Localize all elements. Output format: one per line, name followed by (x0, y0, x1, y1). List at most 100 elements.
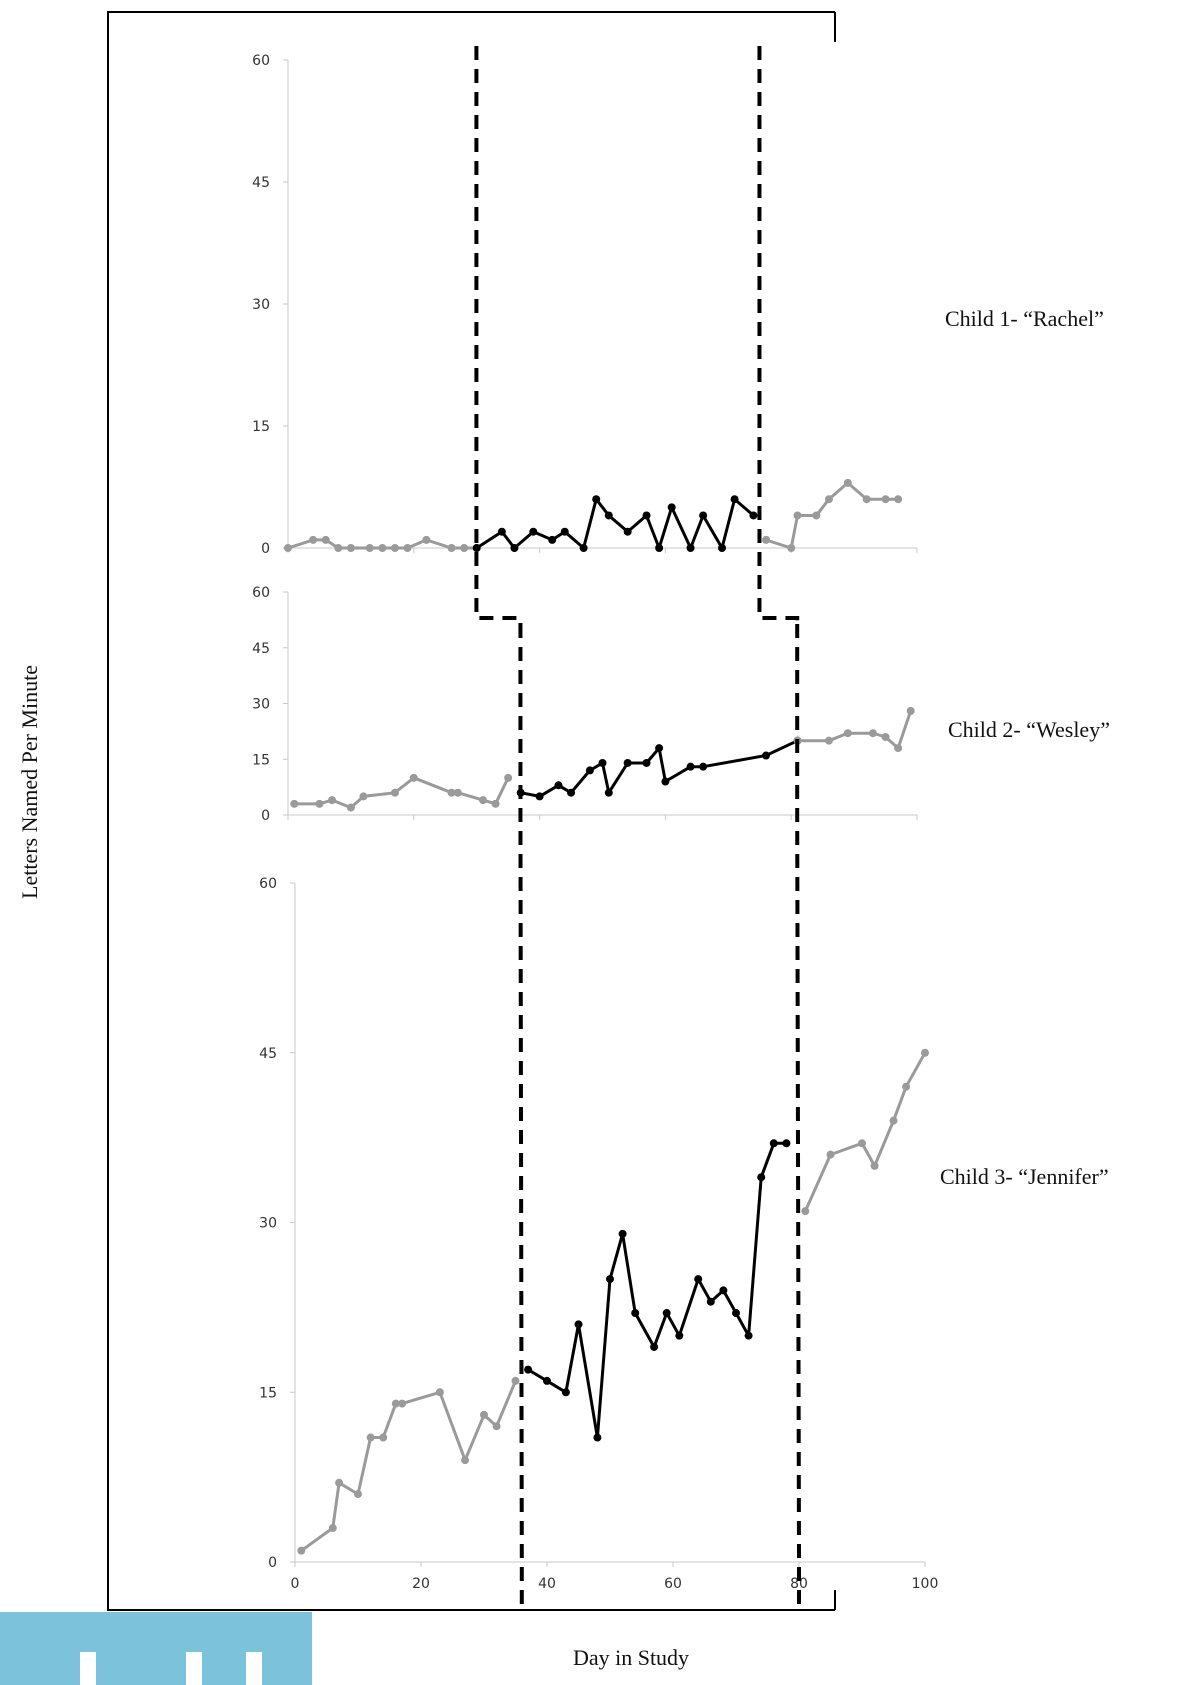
data-point (793, 511, 802, 520)
data-point (334, 544, 343, 552)
x-axis-label: Day in Study (573, 1645, 689, 1670)
data-point (461, 1456, 470, 1465)
data-point (769, 1139, 778, 1148)
data-point (744, 1331, 753, 1340)
y-tick-label: 30 (259, 1216, 277, 1232)
data-point (623, 758, 632, 767)
data-point (699, 762, 708, 771)
data-point (390, 788, 399, 797)
data-point (422, 535, 431, 544)
data-point (378, 544, 387, 552)
data-point (906, 706, 915, 715)
data-point (662, 1309, 671, 1318)
x-tick-label: 20 (412, 1576, 430, 1592)
panel-label-child-2: Child 2- “Wesley” (948, 717, 1110, 742)
data-point (661, 777, 670, 786)
panel-child-2: 0 15 30 45 60 (252, 585, 918, 824)
data-point (881, 732, 890, 741)
data-point (497, 527, 506, 536)
data-point (894, 495, 903, 504)
data-point (902, 1082, 911, 1091)
data-point (366, 1433, 375, 1442)
data-point (762, 751, 771, 760)
data-point (290, 799, 299, 808)
data-point (862, 495, 871, 504)
data-point (870, 1161, 879, 1170)
data-point (354, 1490, 362, 1499)
y-tick-label: 60 (259, 876, 277, 892)
data-point (881, 495, 890, 504)
series-intervention (516, 736, 802, 801)
series-line-return (765, 481, 899, 550)
series-intervention (524, 1139, 791, 1442)
decorative-logo-strip (0, 1612, 312, 1685)
panel-child-3: 0 15 30 45 60 0 20 40 60 80 100 (259, 876, 938, 1592)
series-return (793, 706, 915, 753)
data-point (309, 535, 318, 544)
series-baseline (284, 535, 481, 552)
y-tick-label: 60 (252, 585, 270, 601)
data-point (843, 478, 852, 487)
data-point (894, 744, 903, 753)
data-point (623, 527, 632, 536)
data-point (694, 1275, 703, 1284)
data-point (511, 1376, 520, 1385)
data-point (719, 1286, 728, 1295)
data-point (618, 1229, 627, 1238)
data-point (567, 788, 576, 797)
data-point (655, 544, 664, 552)
data-point (585, 766, 594, 775)
data-point (592, 495, 601, 504)
data-point (604, 511, 613, 520)
data-point (732, 1309, 740, 1318)
data-point (598, 758, 607, 767)
data-point (801, 1207, 810, 1216)
data-point (390, 544, 399, 552)
data-point (824, 736, 833, 745)
data-point (631, 1309, 640, 1318)
data-point (730, 495, 739, 504)
x-tick-label: 60 (664, 1576, 682, 1592)
data-point (447, 788, 456, 797)
series-line-baseline (294, 776, 510, 810)
data-point (826, 1150, 835, 1159)
phase-line-upper (474, 46, 523, 624)
panel-child-1: 0 15 30 45 60 (252, 53, 918, 557)
outer-frame (107, 11, 836, 1611)
data-point (560, 527, 569, 536)
logo-mark-left (80, 1652, 96, 1685)
series-intervention (472, 495, 758, 552)
data-point (655, 744, 664, 753)
data-point (328, 796, 337, 805)
data-point (335, 1478, 344, 1487)
data-point (642, 511, 651, 520)
data-point (749, 511, 758, 520)
data-point (757, 1173, 766, 1182)
data-point (787, 544, 796, 552)
data-point (843, 729, 852, 738)
x-tick-label: 40 (538, 1576, 556, 1592)
phase-change-lines (474, 46, 801, 1610)
x-tick-label: 100 (912, 1576, 939, 1592)
series-line-return (803, 1052, 927, 1212)
data-point (346, 803, 355, 812)
data-point (554, 781, 563, 790)
data-point (686, 762, 695, 771)
data-point (492, 1422, 501, 1431)
data-point (762, 535, 771, 544)
data-point (510, 544, 519, 552)
panel-label-child-3: Child 3- “Jennifer” (940, 1164, 1109, 1189)
data-point (686, 544, 695, 552)
series-baseline (290, 773, 513, 812)
series-line-return (797, 710, 913, 750)
data-point (782, 1139, 791, 1148)
data-point (398, 1399, 407, 1408)
data-point (524, 1365, 533, 1374)
data-point (435, 1388, 444, 1397)
data-point (824, 495, 833, 504)
data-point (365, 544, 374, 552)
data-point (460, 544, 469, 552)
data-point (504, 773, 513, 782)
y-tick-label: 45 (259, 1046, 277, 1062)
